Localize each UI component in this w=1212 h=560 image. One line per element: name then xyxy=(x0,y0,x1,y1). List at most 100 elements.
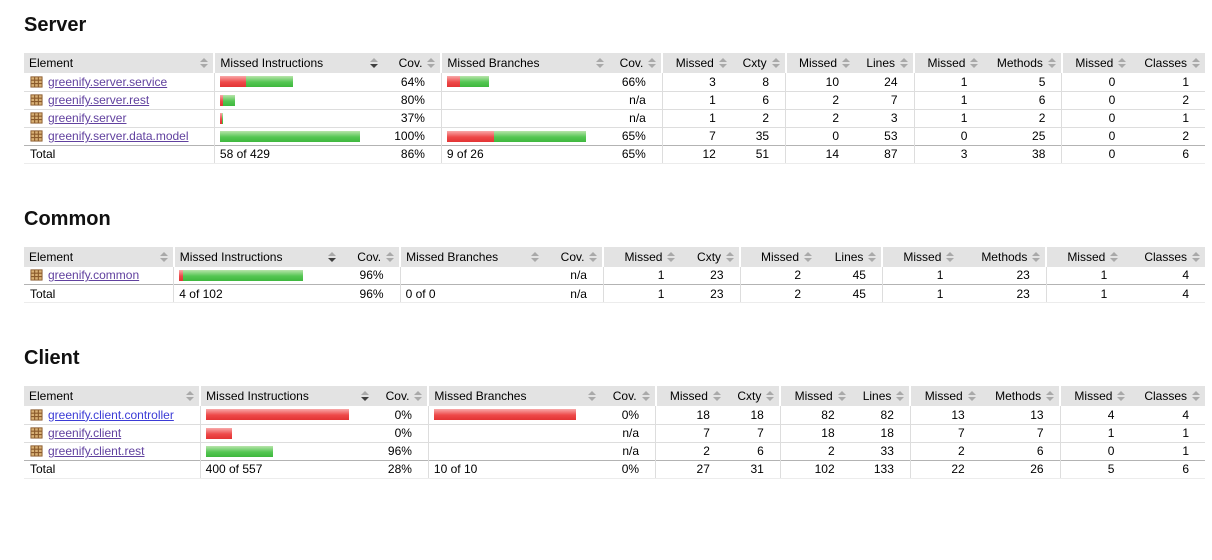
column-header-missed[interactable]: Missed xyxy=(1045,246,1124,267)
total-missed-lines-cell: 2 xyxy=(739,284,818,303)
column-header-content: Missed xyxy=(662,389,721,403)
missed-classes-cell: 0 xyxy=(1061,109,1132,127)
package-link[interactable]: greenify.server.service xyxy=(48,74,168,89)
column-label: Element xyxy=(29,56,74,70)
package-link[interactable]: greenify.common xyxy=(48,268,140,283)
column-header-element[interactable]: Element xyxy=(24,386,201,406)
branch-coverage-cell: 66% xyxy=(621,74,646,89)
sort-icon xyxy=(726,251,735,262)
sort-icon xyxy=(414,391,423,401)
methods-cell: 6 xyxy=(1036,444,1044,458)
column-header-cov-[interactable]: Cov. xyxy=(382,53,442,73)
column-header-cov-[interactable]: Cov. xyxy=(374,386,429,406)
missed-branches-cell xyxy=(427,424,602,442)
column-header-cov-[interactable]: Cov. xyxy=(340,246,401,267)
package-link[interactable]: greenify.client xyxy=(48,426,122,440)
missed-methods-cell: 1 xyxy=(913,91,984,109)
column-header-cxty[interactable]: Cxty xyxy=(731,53,786,73)
column-header-lines[interactable]: Lines xyxy=(855,53,915,73)
column-header-element[interactable]: Element xyxy=(24,53,215,73)
column-header-content: Missed xyxy=(888,250,955,264)
coverage-table: Element Missed Instructions Cov. Missed Bra… xyxy=(24,53,1205,164)
package-link[interactable]: greenify.client.controller xyxy=(48,407,174,422)
package-link[interactable]: greenify.server xyxy=(48,111,127,125)
column-header-missed[interactable]: Missed xyxy=(739,246,818,267)
column-header-cxty[interactable]: Cxty xyxy=(680,246,741,267)
column-header-classes[interactable]: Classes xyxy=(1123,246,1205,267)
column-header-missed-branches[interactable]: Missed Branches xyxy=(440,53,609,73)
total-missed-cxty-cell: 27 xyxy=(655,459,726,479)
column-label: Missed xyxy=(761,249,800,264)
package-link[interactable]: greenify.server.data.model xyxy=(48,129,189,143)
column-header-classes[interactable]: Classes xyxy=(1130,386,1205,406)
column-header-methods[interactable]: Methods xyxy=(959,246,1047,267)
lines-cell: 3 xyxy=(890,111,898,125)
column-header-methods[interactable]: Methods xyxy=(980,386,1061,406)
column-header-content: Missed Instructions xyxy=(206,389,370,403)
sort-icon xyxy=(970,58,979,68)
column-label: Missed Instructions xyxy=(179,249,283,264)
missed-methods-cell: 7 xyxy=(909,424,981,442)
column-label: Cov. xyxy=(385,389,410,403)
covered-bar-segment xyxy=(459,76,489,88)
total-missed-methods-cell: 3 xyxy=(913,144,984,164)
column-header-lines[interactable]: Lines xyxy=(850,386,911,406)
column-header-methods[interactable]: Methods xyxy=(983,53,1062,73)
column-header-missed[interactable]: Missed xyxy=(913,53,984,73)
classes-cell: 1 xyxy=(1182,444,1189,458)
column-header-missed[interactable]: Missed xyxy=(779,386,851,406)
column-header-element[interactable]: Element xyxy=(24,246,174,267)
total-branch-coverage-cell: 0% xyxy=(601,459,656,479)
missed-classes-cell: 0 xyxy=(1059,442,1131,460)
column-header-content: Cov. xyxy=(549,250,598,264)
column-header-missed[interactable]: Missed xyxy=(909,386,981,406)
column-header-content: Classes xyxy=(1136,56,1200,70)
section-server: Server Element Missed Instructions Cov. Miss… xyxy=(24,14,1205,164)
sort-icon xyxy=(427,58,436,68)
missed-cxty-cell: 1 xyxy=(661,91,732,109)
column-header-content: Cxty xyxy=(737,56,780,70)
sort-icon xyxy=(595,58,604,68)
column-header-cov-[interactable]: Cov. xyxy=(544,246,604,267)
methods-cell: 7 xyxy=(1036,426,1044,440)
column-header-content: Missed Instructions xyxy=(220,56,378,70)
missed-lines-cell: 2 xyxy=(785,91,856,109)
column-header-missed[interactable]: Missed xyxy=(661,53,732,73)
sort-icon xyxy=(1117,391,1126,401)
missed-classes-cell: 0 xyxy=(1061,127,1132,145)
column-header-missed[interactable]: Missed xyxy=(881,246,960,267)
package-link[interactable]: greenify.server.rest xyxy=(48,93,150,107)
column-header-cxty[interactable]: Cxty xyxy=(725,386,781,406)
missed-cxty-cell: 3 xyxy=(661,73,732,91)
column-header-cov-[interactable]: Cov. xyxy=(608,53,663,73)
column-header-missed[interactable]: Missed xyxy=(1060,53,1132,73)
missed-branches-cell xyxy=(427,442,602,460)
missed-instructions-cell xyxy=(213,109,383,127)
sort-icon xyxy=(766,391,775,401)
column-header-missed-instructions[interactable]: Missed Instructions xyxy=(172,246,341,267)
column-header-missed-branches[interactable]: Missed Branches xyxy=(399,246,545,267)
column-header-missed-branches[interactable]: Missed Branches xyxy=(427,386,602,406)
sort-icon xyxy=(159,251,168,262)
column-label: Methods xyxy=(981,249,1028,264)
missed-cxty-cell: 7 xyxy=(661,127,732,145)
column-header-missed-instructions[interactable]: Missed Instructions xyxy=(213,53,383,73)
package-link[interactable]: greenify.client.rest xyxy=(48,444,145,458)
branch-coverage-cell: n/a xyxy=(570,268,587,283)
column-header-missed[interactable]: Missed xyxy=(602,246,681,267)
missed-classes-cell: 0 xyxy=(1061,73,1132,91)
total-cxty-cell: 23 xyxy=(680,284,741,303)
sort-icon xyxy=(588,391,597,401)
sort-icon xyxy=(186,391,195,401)
element-cell: greenify.server.data.model xyxy=(24,127,214,145)
total-row: Total 58 of 429 86% 9 of 26 65% 12 51 14 87 3 38 0 6 xyxy=(24,144,1205,164)
column-header-cov-[interactable]: Cov. xyxy=(601,386,656,406)
column-header-classes[interactable]: Classes xyxy=(1131,53,1205,73)
column-header-missed[interactable]: Missed xyxy=(784,53,856,73)
column-header-content: Missed xyxy=(1052,250,1119,264)
column-header-missed-instructions[interactable]: Missed Instructions xyxy=(199,386,375,406)
column-header-missed[interactable]: Missed xyxy=(654,386,726,406)
column-header-missed[interactable]: Missed xyxy=(1059,386,1131,406)
sort-icon xyxy=(1032,251,1041,262)
column-header-lines[interactable]: Lines xyxy=(817,246,883,267)
